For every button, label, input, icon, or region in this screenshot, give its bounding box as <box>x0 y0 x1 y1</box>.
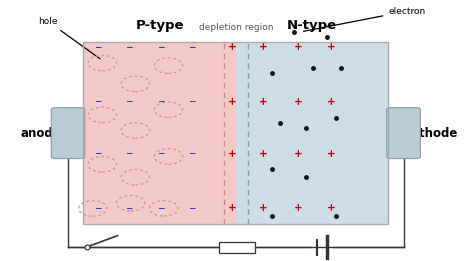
Text: −: − <box>94 149 101 158</box>
Text: −: − <box>157 149 164 158</box>
Text: P-type: P-type <box>136 19 184 32</box>
Text: −: − <box>157 97 164 106</box>
Text: −: − <box>94 43 101 52</box>
Text: depletion region: depletion region <box>199 23 273 32</box>
Text: +: + <box>294 203 303 213</box>
Text: +: + <box>259 203 267 213</box>
Text: −: − <box>125 149 132 158</box>
Text: anode: anode <box>20 127 61 140</box>
Text: −: − <box>125 97 132 106</box>
Text: +: + <box>294 97 303 107</box>
Text: +: + <box>259 97 267 107</box>
Text: −: − <box>188 149 196 158</box>
Text: −: − <box>125 204 132 213</box>
Text: −: − <box>188 204 196 213</box>
FancyBboxPatch shape <box>51 108 85 158</box>
Bar <box>83 42 236 224</box>
Bar <box>236 42 388 224</box>
Text: hole: hole <box>38 17 100 59</box>
Text: +: + <box>228 97 237 107</box>
FancyBboxPatch shape <box>387 108 420 158</box>
Text: +: + <box>259 149 267 159</box>
Text: cathode: cathode <box>404 127 457 140</box>
Text: −: − <box>125 43 132 52</box>
Text: +: + <box>327 149 336 159</box>
Text: electron: electron <box>303 7 426 31</box>
Text: −: − <box>188 43 196 52</box>
Text: +: + <box>327 97 336 107</box>
Text: +: + <box>228 203 237 213</box>
Text: −: − <box>94 97 101 106</box>
Text: +: + <box>327 43 336 52</box>
Text: +: + <box>259 43 267 52</box>
Text: +: + <box>228 43 237 52</box>
Text: −: − <box>188 97 196 106</box>
Bar <box>83 42 388 224</box>
Text: −: − <box>157 204 164 213</box>
Text: −: − <box>94 204 101 213</box>
Text: +: + <box>327 203 336 213</box>
Text: +: + <box>294 149 303 159</box>
Text: +: + <box>228 149 237 159</box>
Text: −: − <box>157 43 164 52</box>
Bar <box>219 242 255 253</box>
Text: N-type: N-type <box>287 19 337 32</box>
Text: +: + <box>294 43 303 52</box>
